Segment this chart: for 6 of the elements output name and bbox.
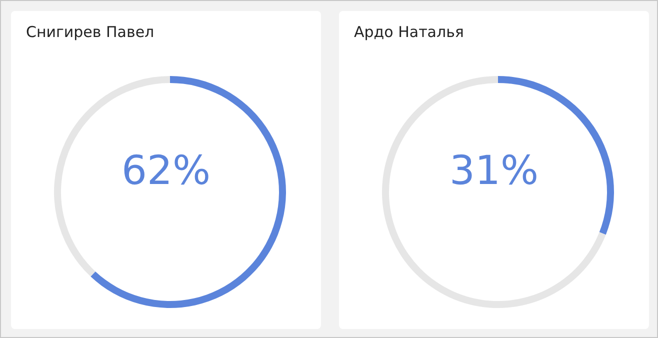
data-label: 31%	[450, 148, 538, 194]
donut-slice	[382, 76, 606, 308]
data-label: 62%	[122, 148, 210, 194]
chart-title: Ардо Наталья	[354, 23, 464, 41]
donut-slice	[90, 76, 286, 308]
chart-title: Снигирев Павел	[26, 23, 154, 41]
